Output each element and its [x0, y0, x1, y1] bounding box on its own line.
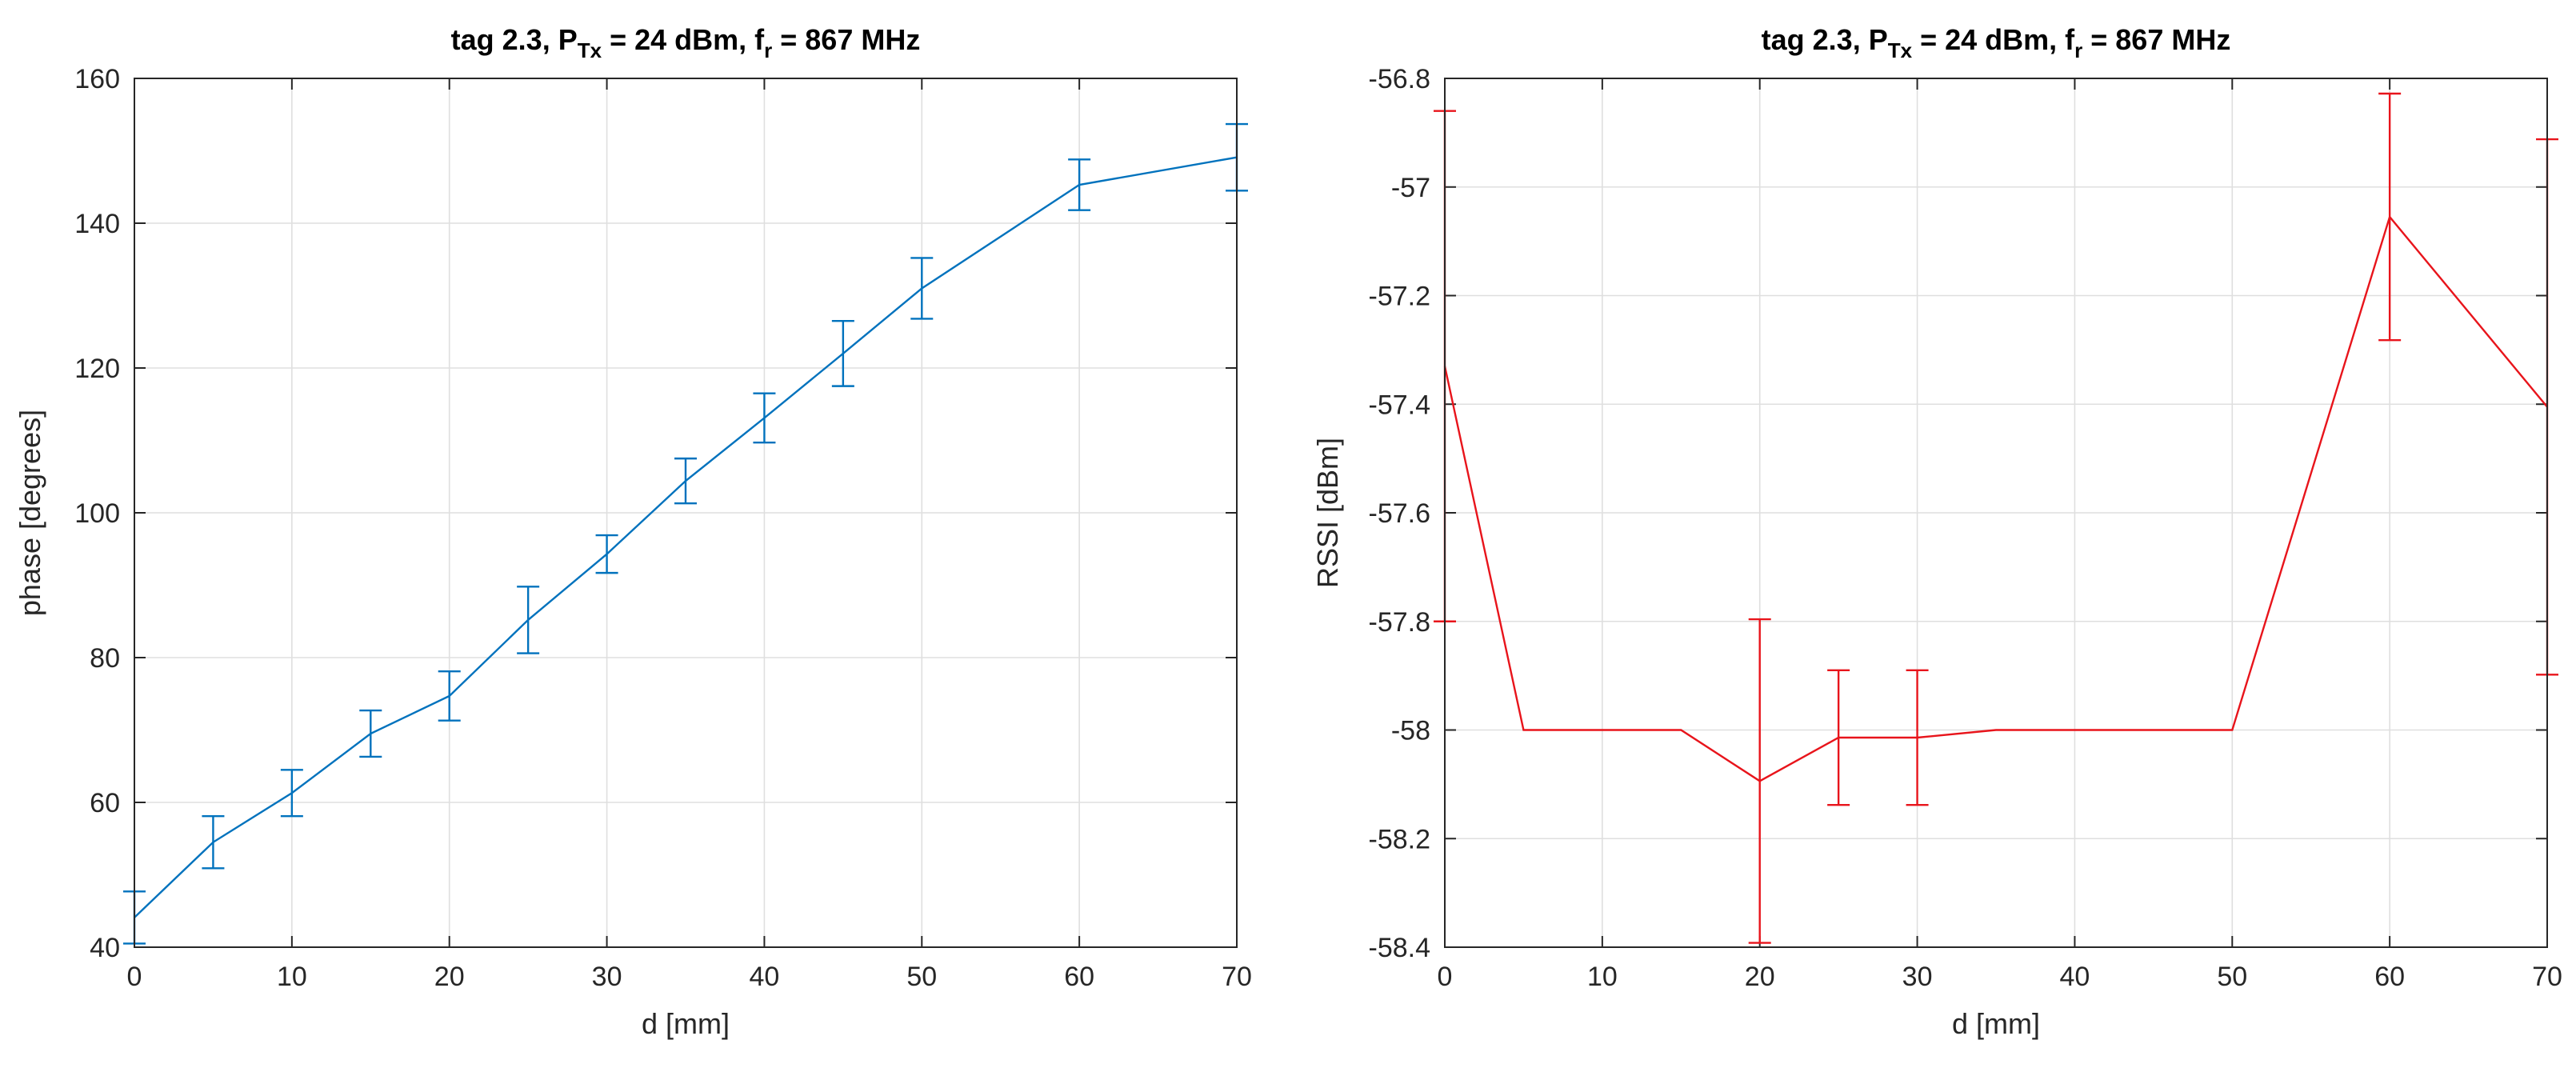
- axes-frame: [134, 78, 1238, 948]
- title-text: = 867 MHz: [2082, 23, 2230, 56]
- axes-frame: [1444, 78, 2548, 948]
- error-bar: [910, 257, 934, 320]
- grid-lines: [134, 78, 1237, 947]
- x-tick-label: 0: [127, 962, 142, 992]
- title-subscript: Tx: [1888, 38, 1913, 62]
- error-bar: [1906, 669, 1929, 806]
- y-tick-label: 60: [90, 788, 120, 818]
- x-axis-label: d [mm]: [1952, 1007, 2040, 1040]
- phase-chart: 0 10 20 30 40 50 60 70 40 60 80 100 120 140 160 d [mm] p…: [14, 23, 1252, 1040]
- x-tick-label: 50: [2217, 962, 2247, 992]
- tick-labels: 0 10 20 30 40 50 60 70 -58.4 -58.2 -58 -57.8 -57.6 -5…: [1369, 64, 2562, 992]
- error-bar: [202, 814, 225, 870]
- x-tick-label: 60: [1064, 962, 1094, 992]
- error-bar: [1827, 669, 1850, 806]
- title-text: = 24 dBm, f: [1912, 23, 2075, 56]
- x-tick-label: 40: [750, 962, 780, 992]
- chart-title: tag 2.3, PTx = 24 dBm, fr = 867 MHz: [1762, 23, 2231, 62]
- error-bar: [359, 709, 382, 758]
- y-tick-label: 80: [90, 643, 120, 674]
- y-tick-label: -58.2: [1369, 824, 1431, 854]
- y-tick-label: -56.8: [1369, 64, 1431, 94]
- error-bar: [595, 534, 618, 574]
- title-subscript: r: [2074, 38, 2082, 62]
- y-tick-label: -57.8: [1369, 607, 1431, 638]
- rssi-chart: 0 10 20 30 40 50 60 70 -58.4 -58.2 -58 -57.8 -57.6 -5…: [1311, 23, 2562, 1040]
- y-tick-label: -58: [1391, 716, 1430, 746]
- title-text: tag 2.3, P: [451, 23, 578, 56]
- error-bar: [1068, 158, 1091, 211]
- y-tick-label: -57.6: [1369, 498, 1431, 529]
- error-bar: [1748, 618, 1771, 944]
- y-tick-label: -58.4: [1369, 933, 1431, 963]
- x-tick-label: 50: [906, 962, 937, 992]
- y-tick-label: 120: [74, 354, 120, 384]
- x-tick-label: 60: [2374, 962, 2405, 992]
- y-tick-label: -57: [1391, 173, 1430, 203]
- x-tick-label: 10: [1587, 962, 1618, 992]
- x-tick-label: 30: [1902, 962, 1933, 992]
- title-text: = 24 dBm, f: [602, 23, 765, 56]
- error-bar: [280, 769, 303, 818]
- y-tick-label: 100: [74, 498, 120, 529]
- error-bar: [438, 670, 461, 722]
- error-bar: [674, 457, 697, 505]
- x-tick-label: 10: [277, 962, 307, 992]
- x-tick-label: 20: [434, 962, 465, 992]
- x-tick-label: 0: [1438, 962, 1453, 992]
- y-axis-label: RSSI [dBm]: [1311, 438, 1344, 588]
- x-tick-label: 40: [2060, 962, 2090, 992]
- y-tick-label: 40: [90, 933, 120, 963]
- x-tick-label: 70: [1222, 962, 1252, 992]
- error-bar: [2378, 92, 2402, 342]
- chart-title: tag 2.3, PTx = 24 dBm, fr = 867 MHz: [451, 23, 921, 62]
- y-tick-label: -57.2: [1369, 282, 1431, 312]
- title-subscript: r: [764, 38, 772, 62]
- y-axis-label: phase [degrees]: [14, 410, 46, 616]
- y-tick-label: 140: [74, 209, 120, 239]
- error-bar: [517, 586, 540, 654]
- error-bar: [831, 319, 854, 387]
- x-axis-label: d [mm]: [642, 1007, 730, 1040]
- y-tick-label: 160: [74, 64, 120, 94]
- title-text: = 867 MHz: [772, 23, 920, 56]
- series-line: [1443, 214, 2548, 782]
- tick-labels: 0 10 20 30 40 50 60 70 40 60 80 100 120 140 160: [74, 64, 1252, 992]
- x-tick-label: 30: [592, 962, 622, 992]
- title-text: tag 2.3, P: [1762, 23, 1888, 56]
- x-tick-label: 70: [2532, 962, 2562, 992]
- x-tick-label: 20: [1745, 962, 1775, 992]
- y-tick-label: -57.4: [1369, 390, 1431, 420]
- title-subscript: Tx: [578, 38, 602, 62]
- error-bar: [753, 392, 776, 444]
